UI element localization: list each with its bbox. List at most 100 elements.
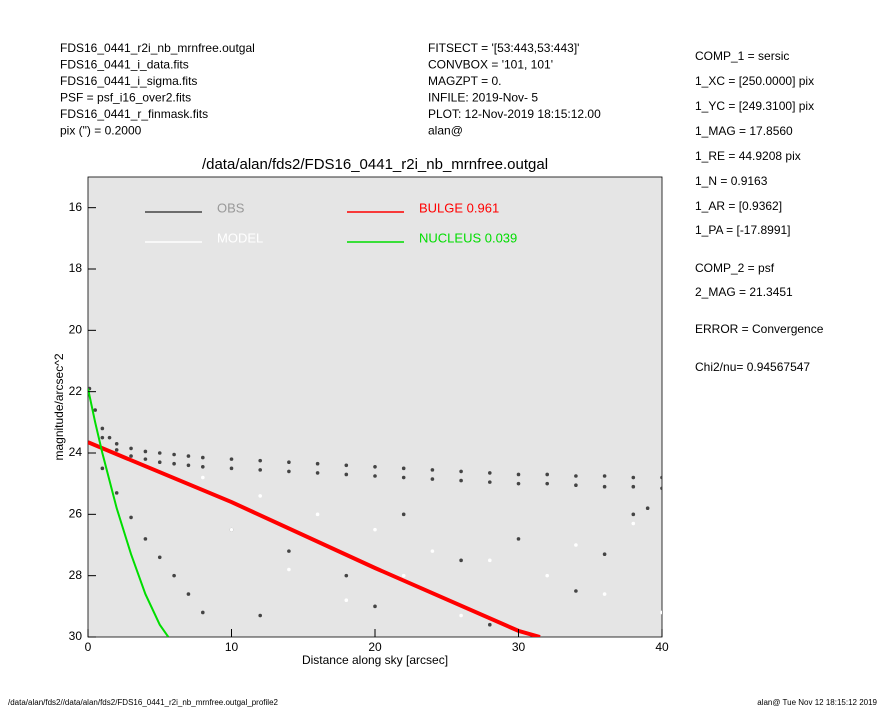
data-point — [574, 483, 578, 488]
data-point — [157, 460, 162, 465]
data-point — [201, 475, 205, 480]
data-point — [143, 537, 148, 541]
footer-right: alan@ Tue Nov 12 18:15:12 2019 — [757, 698, 877, 707]
data-point — [201, 610, 205, 615]
data-point — [401, 466, 406, 471]
data-point — [516, 537, 521, 541]
data-point — [516, 481, 521, 486]
data-point — [430, 477, 435, 481]
legend-label: NUCLEUS 0.039 — [419, 230, 517, 245]
data-point — [602, 552, 607, 556]
info-text: 1_XC = [250.0000] pix — [695, 74, 814, 88]
data-point — [172, 461, 176, 466]
data-point — [100, 466, 105, 471]
y-tick-label: 24 — [69, 445, 83, 459]
data-point — [201, 455, 205, 460]
data-point — [107, 435, 112, 440]
data-point — [258, 494, 263, 498]
data-point — [401, 512, 406, 517]
data-point — [229, 527, 234, 532]
info-text: COMP_1 = sersic — [695, 49, 789, 63]
data-point — [93, 408, 97, 412]
data-point — [645, 506, 650, 511]
data-point — [430, 549, 435, 553]
data-point — [258, 468, 263, 472]
data-point — [229, 466, 234, 471]
info-text: 1_PA = [-17.8991] — [695, 223, 791, 237]
info-text: Chi2/nu= 0.94567547 — [695, 360, 810, 374]
data-point — [344, 463, 349, 468]
data-point — [373, 474, 377, 478]
data-point — [143, 457, 148, 461]
data-point — [186, 454, 191, 458]
data-point — [459, 478, 463, 483]
info-text: PLOT: 12-Nov-2019 18:15:12.00 — [428, 107, 601, 121]
info-text: FITSECT = '[53:443,53:443]' — [428, 41, 579, 55]
info-text: 2_MAG = 21.3451 — [695, 285, 793, 299]
data-point — [602, 592, 607, 596]
data-point — [488, 622, 492, 627]
data-point — [100, 426, 105, 431]
info-text: INFILE: 2019-Nov- 5 — [428, 91, 538, 105]
data-point — [172, 573, 176, 578]
info-text: FDS16_0441_r_finmask.fits — [60, 107, 208, 121]
y-tick-label: 16 — [69, 200, 83, 214]
data-point — [401, 475, 406, 480]
data-point — [373, 465, 377, 469]
data-point — [287, 567, 291, 572]
data-point — [129, 446, 133, 451]
data-point — [631, 475, 636, 480]
footer-left: /data/alan/fds2//data/alan/fds2/FDS16_04… — [8, 698, 279, 707]
data-point — [186, 592, 191, 596]
y-tick-label: 20 — [69, 323, 83, 337]
data-point — [143, 449, 148, 454]
x-tick-label: 0 — [85, 640, 92, 654]
data-point — [574, 543, 578, 547]
y-axis-label: magnitude/arcsec^2 — [52, 353, 66, 460]
y-tick-label: 30 — [69, 629, 83, 643]
data-point — [602, 474, 607, 478]
y-tick-label: 26 — [69, 507, 83, 521]
info-text: FDS16_0441_i_data.fits — [60, 58, 189, 72]
info-text: PSF = psf_i16_over2.fits — [60, 91, 191, 105]
model-line — [88, 388, 170, 637]
data-point — [258, 458, 263, 463]
info-text: ERROR = Convergence — [695, 322, 824, 336]
data-point — [229, 457, 234, 461]
x-axis-label: Distance along sky [arcsec] — [302, 653, 448, 667]
data-point — [574, 589, 578, 593]
legend-label: OBS — [217, 200, 245, 215]
data-point — [287, 469, 291, 474]
data-point — [631, 484, 636, 489]
data-point — [172, 452, 176, 457]
legend-label: MODEL — [217, 230, 263, 245]
data-point — [157, 555, 162, 560]
chart-title: /data/alan/fds2/FDS16_0441_r2i_nb_mrnfre… — [202, 156, 548, 173]
info-text: 1_YC = [249.3100] pix — [695, 99, 814, 113]
info-text: 1_RE = 44.9208 pix — [695, 149, 801, 163]
data-point — [660, 610, 662, 615]
plot-background — [87, 176, 663, 638]
info-text: alan@ — [428, 124, 463, 138]
data-point — [344, 598, 349, 602]
y-tick-label: 22 — [69, 384, 83, 398]
data-point — [186, 463, 191, 468]
info-text: 1_N = 0.9163 — [695, 174, 768, 188]
data-point — [631, 512, 636, 517]
y-tick-label: 18 — [69, 261, 83, 275]
data-point — [315, 512, 320, 517]
data-point — [545, 573, 549, 578]
data-point — [459, 558, 463, 563]
x-tick-label: 40 — [655, 640, 669, 654]
info-text: 1_AR = [0.9362] — [695, 199, 782, 213]
data-point — [545, 481, 549, 486]
data-point — [660, 475, 662, 480]
info-text: CONVBOX = '101, 101' — [428, 58, 553, 72]
data-point — [287, 549, 291, 553]
data-point — [373, 604, 377, 609]
data-point — [631, 521, 636, 526]
info-text: 1_MAG = 17.8560 — [695, 124, 793, 138]
data-point — [574, 474, 578, 478]
data-point — [129, 515, 133, 520]
data-point — [315, 471, 320, 475]
